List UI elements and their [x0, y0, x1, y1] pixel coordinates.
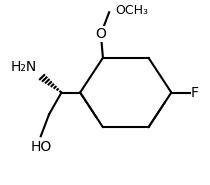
Text: F: F: [191, 85, 199, 100]
Text: HO: HO: [30, 140, 51, 154]
Text: O: O: [95, 27, 106, 41]
Text: OCH₃: OCH₃: [115, 4, 148, 17]
Text: H₂N: H₂N: [10, 60, 37, 74]
